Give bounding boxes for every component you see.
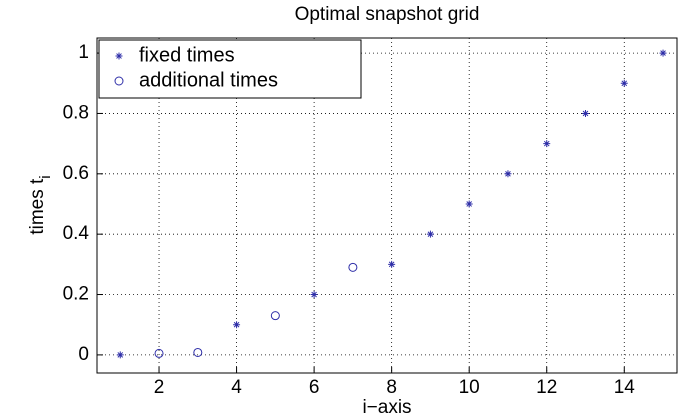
x-tick-label: 4 bbox=[231, 377, 242, 398]
marker-star bbox=[233, 321, 241, 329]
y-tick-label: 0.8 bbox=[63, 102, 89, 123]
y-tick-label: 0.6 bbox=[63, 163, 89, 184]
marker-circle bbox=[270, 311, 280, 321]
y-tick-label: 0.2 bbox=[63, 284, 89, 305]
marker-star bbox=[310, 291, 318, 299]
y-axis-label-main: times t bbox=[27, 178, 48, 235]
x-axis-label: i−axis bbox=[362, 397, 411, 418]
legend-label: additional times bbox=[139, 69, 278, 91]
marker-star bbox=[582, 109, 590, 117]
chart-title: Optimal snapshot grid bbox=[295, 4, 480, 25]
marker-star bbox=[543, 140, 551, 148]
marker-star bbox=[504, 170, 512, 178]
marker-star bbox=[659, 49, 667, 57]
legend-label: fixed times bbox=[139, 44, 235, 66]
marker-circle bbox=[193, 347, 203, 357]
y-axis-label: times ti bbox=[27, 175, 54, 234]
x-tick-label: 6 bbox=[309, 377, 320, 398]
y-axis-label-subscript: i bbox=[37, 175, 54, 178]
x-tick-label: 8 bbox=[386, 377, 397, 398]
x-tick-label: 12 bbox=[536, 377, 557, 398]
marker-star bbox=[116, 351, 124, 359]
plot-frame bbox=[96, 37, 678, 374]
marker-circle bbox=[348, 262, 358, 272]
y-tick-label: 0 bbox=[78, 344, 89, 365]
y-tick-label: 1 bbox=[78, 42, 89, 63]
marker-circle bbox=[154, 348, 164, 358]
marker-circle bbox=[114, 76, 124, 86]
x-tick-label: 2 bbox=[154, 377, 165, 398]
y-tick-label: 0.4 bbox=[63, 223, 90, 244]
x-tick-label: 14 bbox=[614, 377, 636, 398]
marker-star bbox=[620, 79, 628, 87]
marker-star bbox=[115, 52, 123, 60]
marker-star bbox=[426, 230, 434, 238]
legend-box bbox=[98, 39, 362, 99]
marker-star bbox=[388, 260, 396, 268]
x-tick-label: 10 bbox=[459, 377, 480, 398]
marker-star bbox=[465, 200, 473, 208]
